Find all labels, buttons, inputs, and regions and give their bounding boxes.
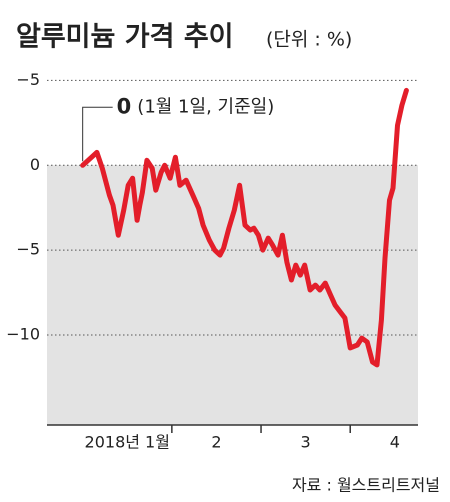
source: 자료 : 월스트리트저널: [292, 476, 440, 495]
annotation-text: (1월 1일, 기준일): [137, 96, 274, 117]
x-tick-label: 2018년 1월: [85, 433, 170, 452]
x-tick-label: 4: [390, 433, 400, 452]
series-line: [80, 87, 409, 368]
y-tick-label: −5: [16, 70, 40, 89]
annotation-value: 0: [117, 94, 132, 118]
annotation: 0 (1월 1일, 기준일): [117, 94, 275, 118]
annotation-leader: [82, 106, 113, 162]
y-tick-label: −5: [16, 240, 40, 259]
chart-subtitle: (단위 : %): [266, 29, 352, 51]
x-tick-label: 2: [211, 433, 221, 452]
chart-title: 알루미늄 가격 추이: [16, 22, 234, 53]
y-tick-label: −10: [6, 325, 40, 344]
y-tick-label: 0: [30, 155, 40, 174]
negative-area: [47, 165, 418, 426]
x-tick-label: 3: [301, 433, 311, 452]
